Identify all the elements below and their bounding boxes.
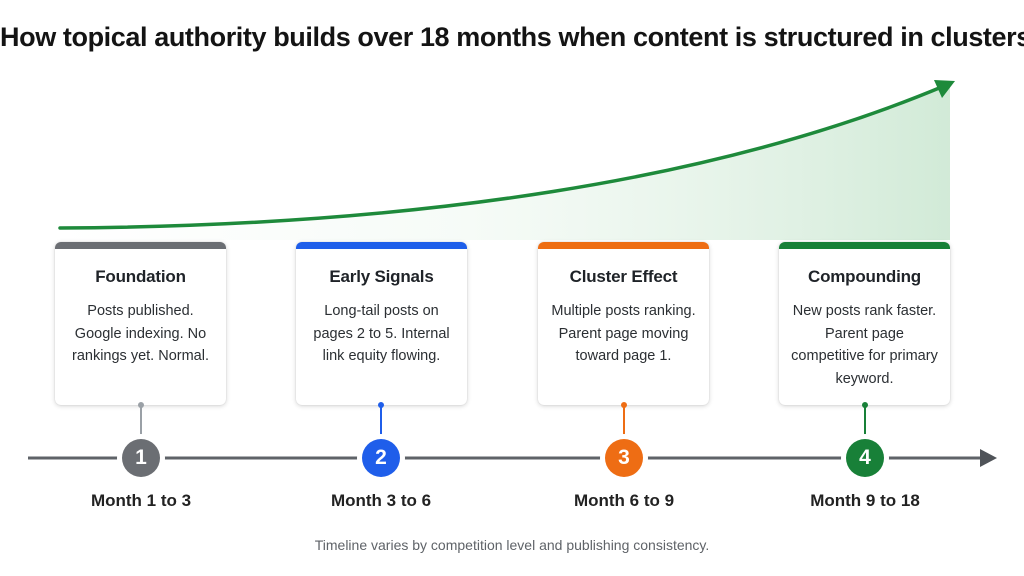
timeline-arrow-icon	[980, 449, 997, 467]
stage-card-title: Cluster Effect	[569, 267, 678, 286]
stage-card-accent-bar	[538, 242, 709, 249]
stage-connector	[864, 405, 866, 435]
stage-connector	[380, 405, 382, 435]
growth-arrow-head	[934, 80, 955, 98]
stage-card-description: Posts published. Google indexing. No ran…	[72, 303, 209, 364]
step-number-badge: 1	[122, 439, 160, 477]
stage-card-accent-bar	[55, 242, 226, 249]
stage-card-accent-bar	[296, 242, 467, 249]
stage-card-description: Long-tail posts on pages 2 to 5. Interna…	[313, 303, 450, 364]
stage-connector-dot	[862, 402, 868, 408]
stage-period-label: Month 6 to 9	[573, 491, 675, 510]
stage-card-early-signals: Early Signals Long-tail posts on pages 2…	[296, 242, 467, 405]
growth-area	[60, 84, 950, 240]
stage-connector-dot	[621, 402, 627, 408]
stage-card-foundation: Foundation Posts published. Google index…	[55, 242, 226, 405]
step-number-badge: 2	[362, 439, 400, 477]
stage-period-label: Month 3 to 6	[330, 491, 432, 510]
stage-card-cluster-effect: Cluster Effect Multiple posts ranking. P…	[538, 242, 709, 405]
growth-curve	[58, 84, 946, 230]
stage-card-title: Foundation	[95, 267, 186, 286]
stage-card-title: Early Signals	[329, 267, 434, 286]
diagram-title: How topical authority builds over 18 mon…	[0, 22, 1024, 52]
stage-card-description: Multiple posts ranking. Parent page movi…	[551, 303, 696, 364]
footnote: Timeline varies by competition level and…	[314, 537, 710, 553]
stage-card-title: Compounding	[808, 267, 921, 286]
stage-period-label: Month 9 to 18	[810, 491, 920, 510]
stage-connector-dot	[138, 402, 144, 408]
step-number-badge: 3	[605, 439, 643, 477]
stage-connector	[140, 405, 142, 435]
stage-connector	[623, 405, 625, 435]
step-number-badge: 4	[846, 439, 884, 477]
stage-card-accent-bar	[779, 242, 950, 249]
stage-period-label: Month 1 to 3	[90, 491, 192, 510]
stage-card-description: New posts rank faster. Parent page compe…	[791, 303, 938, 387]
stage-connector-dot	[378, 402, 384, 408]
stage-card-compounding: Compounding New posts rank faster. Paren…	[779, 242, 950, 405]
